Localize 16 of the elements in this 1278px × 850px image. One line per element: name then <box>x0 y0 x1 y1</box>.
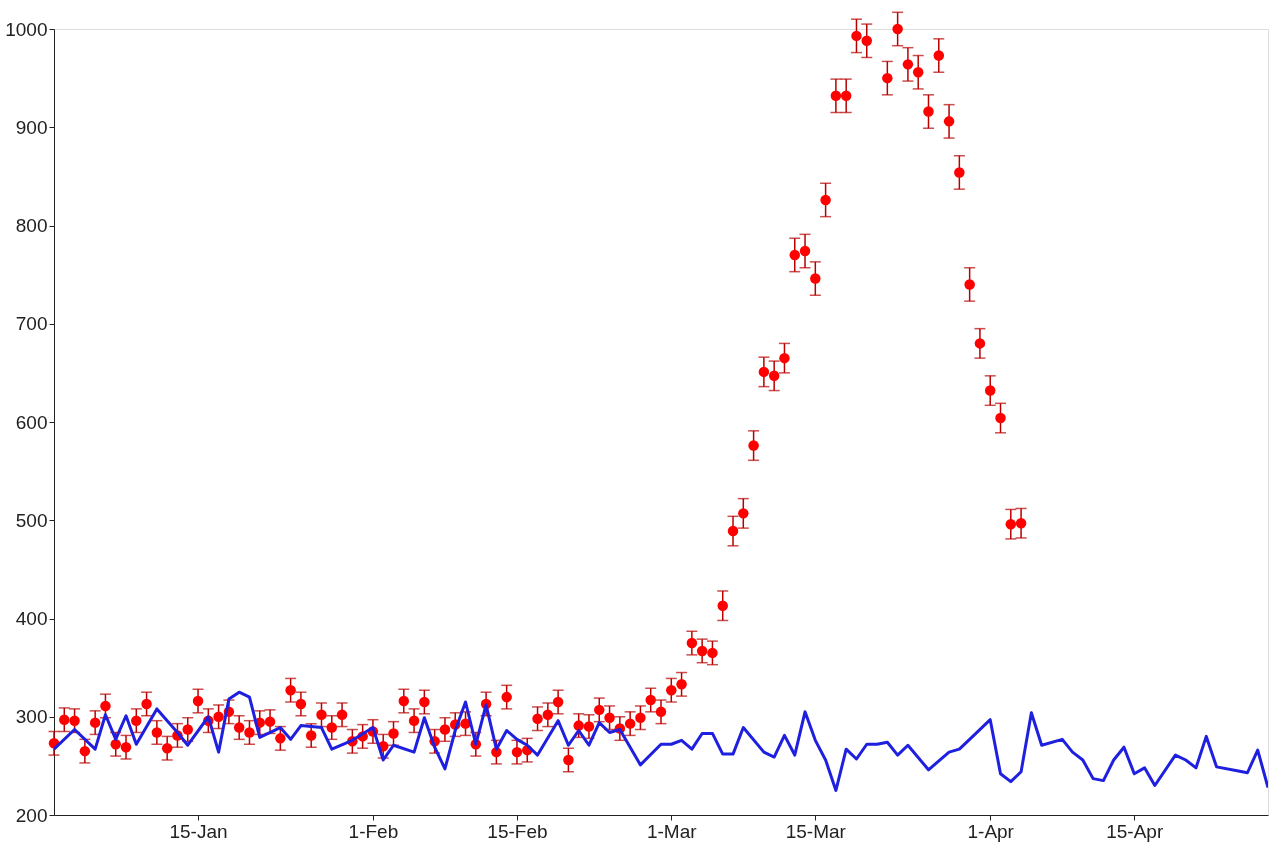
y-tick-label: 900 <box>15 116 48 138</box>
y-tick-label: 200 <box>15 804 48 826</box>
x-tick-label: 15-Jan <box>169 820 228 842</box>
x-tick-label: 1-Apr <box>967 820 1015 842</box>
x-tick-label: 15-Mar <box>785 820 847 842</box>
x-tick-label: 15-Feb <box>487 820 548 842</box>
y-tick-label: 600 <box>15 411 48 433</box>
x-tick-label: 1-Feb <box>348 820 399 842</box>
y-tick-label: 1000 <box>5 18 48 40</box>
y-tick-label: 500 <box>15 509 48 531</box>
y-tick-label: 700 <box>15 313 48 335</box>
y-tick-label: 300 <box>15 706 48 728</box>
y-tick-label: 800 <box>15 215 48 236</box>
y-tick-label: 400 <box>15 608 48 629</box>
x-tick-label: 15-Apr <box>1106 820 1164 842</box>
x-tick-label: 1-Mar <box>646 820 698 842</box>
